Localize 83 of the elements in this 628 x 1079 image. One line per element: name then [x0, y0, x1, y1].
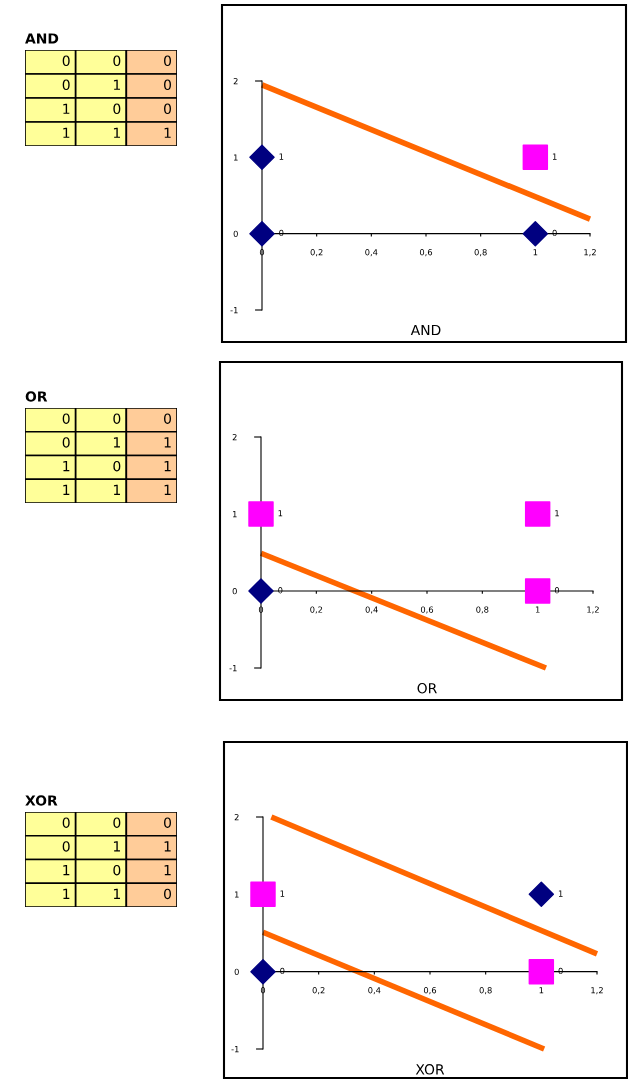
text: 1 [63, 888, 70, 899]
text: 0 [113, 103, 121, 115]
data-label: 1 [558, 890, 563, 897]
text: 1 [164, 437, 171, 448]
text: 0 [113, 864, 121, 876]
text: 1 [113, 437, 120, 448]
y-tick-label: -1 [230, 307, 238, 314]
x-tick-label: 0 [258, 606, 264, 613]
text: 0 [113, 55, 121, 67]
x-tick-label: 0,6 [420, 606, 434, 614]
text: 1 [164, 865, 171, 876]
y-tick-label: 1 [234, 154, 238, 161]
y-tick-label: -1 [229, 665, 237, 672]
x-tick-label: 0,4 [365, 606, 378, 614]
text: 1 [63, 461, 70, 472]
x-tick-label: 0,8 [476, 606, 489, 614]
x-tick-label: 0,4 [368, 987, 381, 995]
y-tick-label: 0 [232, 587, 237, 595]
text: 0 [62, 55, 70, 67]
y-tick-label: 1 [233, 511, 237, 518]
text: 1 [113, 127, 120, 138]
text: AND [25, 33, 59, 44]
text: XOR [415, 1064, 445, 1075]
text: 0 [62, 79, 70, 91]
x-tick-label: 0,4 [365, 249, 378, 257]
x-tick-label: 1,2 [587, 606, 599, 614]
text: 0 [164, 888, 172, 900]
data-label: 1 [280, 890, 285, 897]
text: 1 [113, 841, 120, 852]
text: 1 [113, 484, 120, 495]
text: 1 [63, 865, 70, 876]
y-tick-label: 0 [234, 968, 239, 975]
text: 0 [62, 437, 70, 448]
data-label: 1 [555, 510, 559, 517]
data-label: 1 [278, 510, 283, 517]
text: 0 [164, 413, 172, 424]
text: 1 [63, 103, 70, 114]
x-tick-label: 0 [259, 249, 265, 256]
x-tick-label: 0 [260, 987, 266, 994]
y-tick-label: 2 [233, 77, 238, 85]
x-tick-label: 0,8 [474, 249, 487, 257]
x-tick-label: 0,6 [423, 987, 437, 995]
text: 0 [164, 817, 172, 828]
text: 1 [63, 127, 70, 138]
text: 0 [164, 103, 172, 115]
y-tick-label: 0 [233, 230, 238, 237]
text: 0 [164, 55, 172, 67]
x-tick-label: 0,8 [479, 987, 492, 995]
text: OR [417, 683, 437, 694]
data-label: 0 [278, 587, 283, 594]
x-tick-label: 1 [539, 987, 544, 994]
y-tick-label: 1 [235, 891, 239, 898]
x-tick-label: 1 [533, 249, 538, 256]
y-tick-label: 2 [232, 433, 237, 441]
text: 1 [164, 461, 171, 472]
x-tick-label: 1 [535, 606, 540, 613]
x-tick-label: 0,2 [312, 987, 325, 995]
text: 1 [63, 484, 70, 495]
text: AND [410, 324, 441, 336]
text: 1 [164, 484, 171, 495]
text: 1 [164, 127, 171, 138]
text: XOR [25, 795, 58, 806]
text: 0 [62, 817, 70, 828]
y-tick-label: -1 [231, 1046, 239, 1053]
text: 0 [113, 817, 121, 828]
text: 1 [164, 841, 171, 852]
x-tick-label: 1,2 [591, 987, 603, 995]
text: 0 [62, 413, 70, 424]
text: 1 [113, 79, 120, 90]
x-tick-label: 0,2 [310, 249, 323, 257]
text: OR [25, 391, 48, 402]
text: 1 [113, 888, 120, 899]
data-label: 0 [554, 587, 560, 594]
text: 0 [113, 413, 121, 424]
data-label: 1 [279, 153, 284, 160]
x-tick-label: 1,2 [584, 249, 596, 257]
x-tick-label: 0,2 [310, 606, 323, 614]
text: 0 [113, 460, 121, 472]
x-tick-label: 0,6 [419, 249, 433, 257]
text: 0 [164, 79, 172, 91]
text: 0 [62, 841, 70, 852]
data-label: 1 [552, 153, 557, 160]
y-tick-label: 2 [234, 813, 239, 821]
